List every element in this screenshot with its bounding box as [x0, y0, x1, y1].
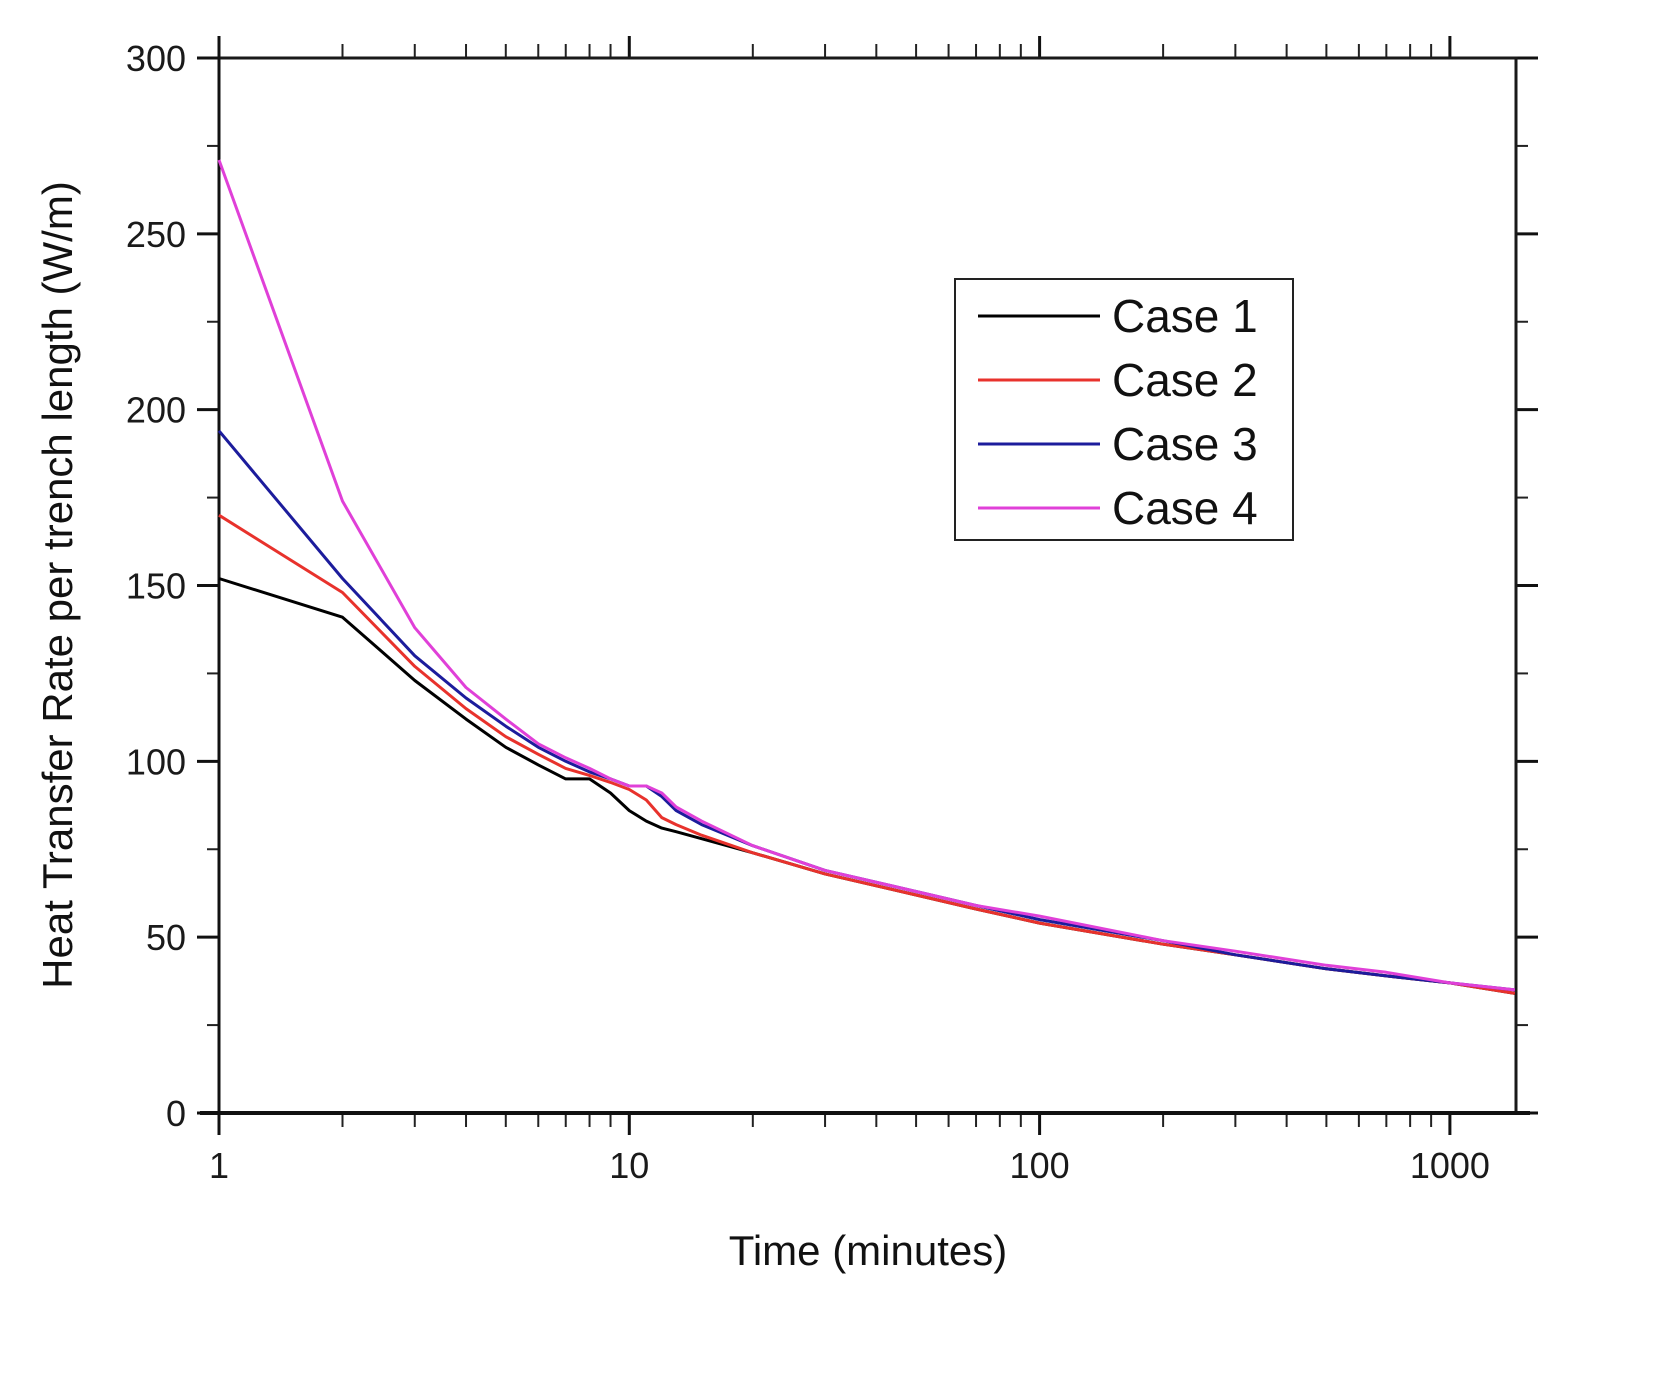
legend: Case 1 Case 2 Case 3 Case 4	[954, 278, 1294, 541]
x-tick-label: 1000	[1410, 1145, 1490, 1186]
series-line-case-3	[217, 429, 1516, 992]
y-tick-label: 100	[126, 741, 186, 782]
y-tick-label: 0	[166, 1093, 186, 1134]
x-tick-label: 1	[209, 1145, 229, 1186]
y-tick-labels: 0 50 100 150 200 250 300	[126, 38, 186, 1134]
series-line-case-1	[218, 577, 1516, 995]
series-line-case-2	[218, 513, 1516, 995]
x-tick-labels: 1 10 100 1000	[209, 1145, 1490, 1186]
y-axis-title: Heat Transfer Rate per trench length (W/…	[34, 181, 81, 989]
x-tick-label: 100	[1010, 1145, 1070, 1186]
legend-items: Case 1 Case 2 Case 3 Case 4	[978, 290, 1258, 534]
legend-label: Case 3	[1112, 418, 1258, 470]
y-tick-label: 150	[126, 566, 186, 607]
series-line-case-4	[217, 159, 1516, 992]
legend-label: Case 1	[1112, 290, 1258, 342]
y-tick-label: 300	[126, 38, 186, 79]
x-axis-title: Time (minutes)	[729, 1227, 1007, 1274]
y-tick-label: 50	[146, 917, 186, 958]
legend-label: Case 2	[1112, 354, 1258, 406]
minor-ticks	[207, 44, 1528, 1127]
y-tick-label: 200	[126, 390, 186, 431]
legend-box	[954, 278, 1294, 541]
legend-label: Case 4	[1112, 482, 1258, 534]
plot-frame	[217, 56, 1518, 1115]
x-tick-label: 10	[609, 1145, 649, 1186]
series-layer	[217, 159, 1516, 995]
y-tick-label: 250	[126, 214, 186, 255]
